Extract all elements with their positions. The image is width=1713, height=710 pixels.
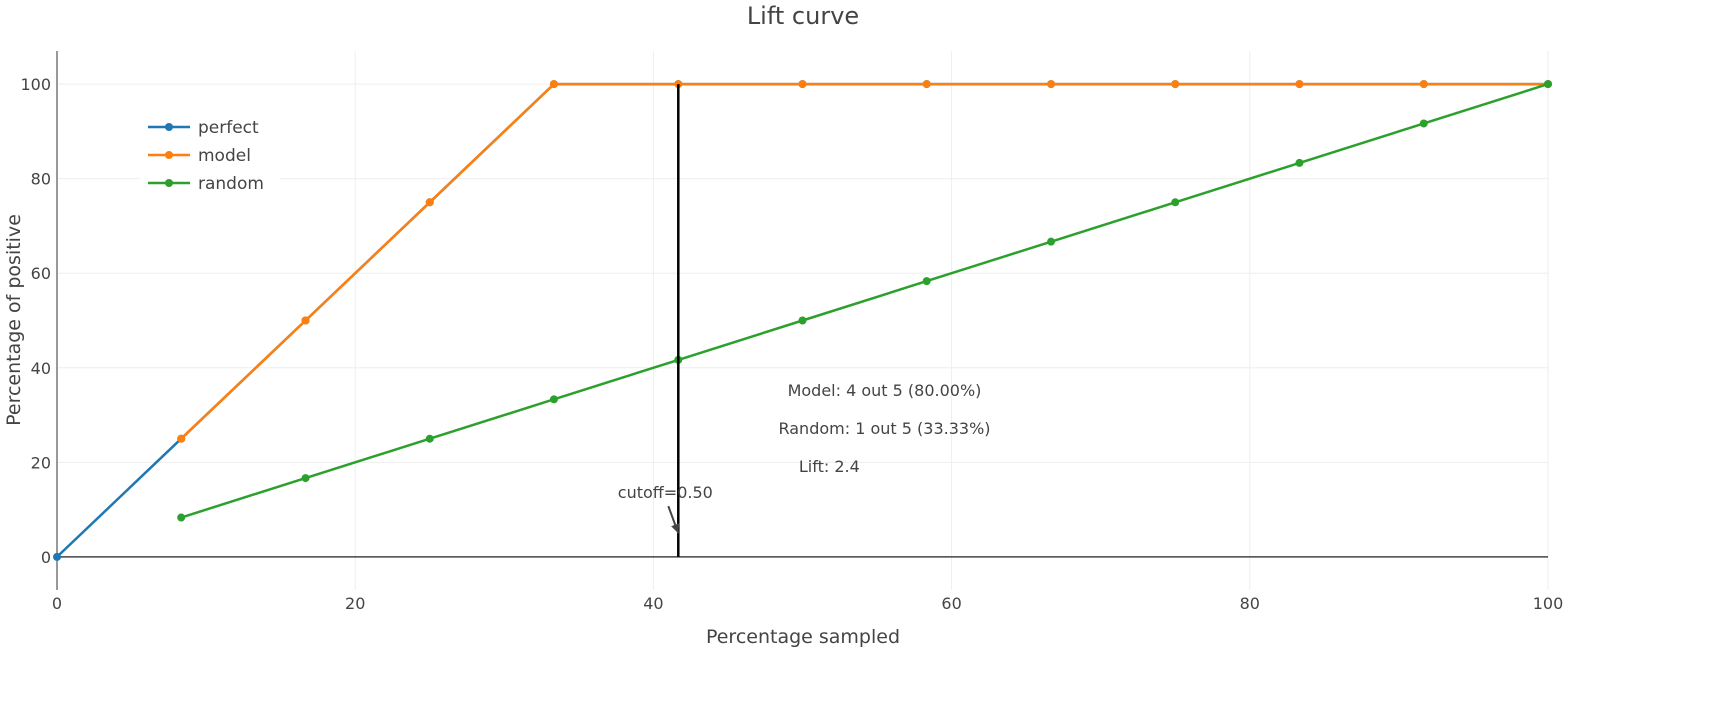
model-point bbox=[1419, 80, 1428, 89]
model-point bbox=[549, 80, 558, 89]
chart-title: Lift curve bbox=[747, 2, 859, 30]
y-tick-label: 0 bbox=[41, 548, 51, 567]
y-tick-label: 60 bbox=[31, 264, 51, 283]
arrow-head-icon bbox=[671, 523, 680, 534]
x-axis-title: Percentage sampled bbox=[706, 626, 900, 648]
random-point bbox=[301, 474, 310, 483]
model-point bbox=[301, 316, 310, 325]
model-line bbox=[180, 82, 1548, 440]
perfect-point bbox=[53, 552, 61, 561]
x-tick-label: 80 bbox=[1240, 594, 1260, 613]
model-point bbox=[177, 434, 186, 443]
legend-label-model: model bbox=[198, 146, 251, 166]
legend-label-perfect: perfect bbox=[198, 118, 259, 138]
random-point bbox=[1544, 80, 1552, 89]
annotation-text: cutoff=0.50 bbox=[618, 483, 713, 502]
legend-marker-perfect bbox=[165, 123, 173, 131]
model-point bbox=[1295, 80, 1304, 89]
x-tick-label: 40 bbox=[643, 594, 663, 613]
legend-marker-random bbox=[165, 179, 173, 187]
x-tick-label: 60 bbox=[941, 594, 961, 613]
model-point bbox=[798, 80, 807, 89]
random-point bbox=[549, 395, 558, 404]
y-tick-label: 40 bbox=[31, 359, 51, 378]
y-tick-label: 20 bbox=[31, 453, 51, 472]
y-tick-label: 100 bbox=[20, 75, 51, 94]
x-tick-label: 0 bbox=[52, 594, 62, 613]
random-point bbox=[177, 513, 186, 522]
model-point bbox=[1047, 80, 1056, 89]
annotation-text: Random: 1 out 5 (33.33%) bbox=[778, 419, 990, 438]
legend-marker-model bbox=[165, 151, 173, 159]
model-point bbox=[1171, 80, 1180, 89]
random-point bbox=[425, 434, 434, 443]
annotation-text: Lift: 2.4 bbox=[799, 457, 860, 476]
y-axis-title: Percentage of positive bbox=[3, 214, 25, 426]
legend-label-random: random bbox=[198, 174, 264, 194]
annotation-text: Model: 4 out 5 (80.00%) bbox=[788, 381, 982, 400]
random-line bbox=[180, 82, 1549, 519]
random-point bbox=[1047, 237, 1056, 246]
model-point bbox=[425, 198, 434, 207]
y-tick-label: 80 bbox=[31, 170, 51, 189]
random-point bbox=[1295, 158, 1304, 167]
x-tick-label: 100 bbox=[1533, 594, 1564, 613]
x-tick-label: 20 bbox=[345, 594, 365, 613]
random-point bbox=[1419, 119, 1428, 128]
random-point bbox=[922, 277, 931, 286]
random-point bbox=[798, 316, 807, 325]
random-point bbox=[1171, 198, 1180, 207]
model-point bbox=[922, 80, 931, 89]
